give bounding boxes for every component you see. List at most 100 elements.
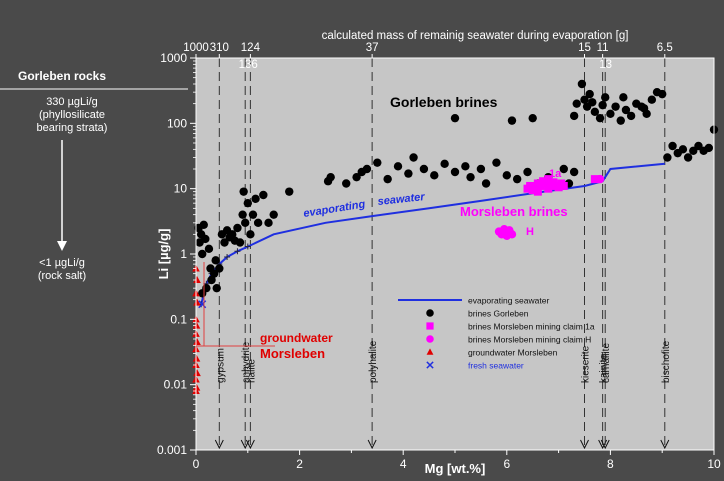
point-brines-gorleben-50 xyxy=(461,162,470,171)
top-tick-label-11: 11 xyxy=(597,42,609,54)
sidebar-line-5: (rock salt) xyxy=(38,270,86,282)
y-tick-label-1: 1 xyxy=(180,247,187,261)
point-brines-gorleben-32 xyxy=(264,218,273,228)
x-tick-label-8: 8 xyxy=(607,457,614,471)
label-morsleben-brines: Morsleben brines xyxy=(460,204,568,219)
mineral-label-anhydrite: anhydrite xyxy=(241,341,252,383)
sidebar-line-2: (phyllosilicate xyxy=(39,109,105,121)
point-brines-gorleben-89 xyxy=(639,104,649,113)
point-brines-gorleben-37 xyxy=(342,179,351,188)
point-brines-morsleben-mining-claim-1a-16 xyxy=(544,175,553,184)
point-brines-gorleben-98 xyxy=(704,143,714,153)
point-brines-gorleben-87 xyxy=(577,79,587,89)
point-brines-gorleben-71 xyxy=(588,98,597,107)
y-tick-label-0.1: 0.1 xyxy=(170,312,187,326)
y-tick-label-0.001: 0.001 xyxy=(157,443,187,457)
point-brines-morsleben-mining-claim-h-7 xyxy=(500,228,509,238)
point-brines-gorleben-3 xyxy=(198,249,207,259)
sidebar-title: Gorleben rocks xyxy=(18,69,106,83)
point-brines-gorleben-55 xyxy=(502,171,511,180)
point-brines-morsleben-mining-claim-h-8 xyxy=(595,174,605,184)
point-brines-gorleben-30 xyxy=(253,218,263,228)
point-brines-gorleben-49 xyxy=(450,167,460,177)
point-brines-gorleben-54 xyxy=(492,158,501,167)
point-brines-gorleben-75 xyxy=(601,93,610,102)
label-gorleben-brines: Gorleben brines xyxy=(390,94,498,110)
point-brines-gorleben-70 xyxy=(585,89,594,99)
top-tick-label-15: 15 xyxy=(578,42,591,54)
point-brines-gorleben-24 xyxy=(239,187,248,196)
x-tick-label-0: 0 xyxy=(193,457,200,471)
point-brines-gorleben-12 xyxy=(211,256,220,265)
plot-area xyxy=(196,58,714,450)
legend-label-fresh-seawater: fresh seawater xyxy=(468,361,524,371)
point-brines-gorleben-91 xyxy=(668,141,677,151)
legend: evaporating seawater brines Gorleben brine… xyxy=(398,296,595,371)
label-claim-h: H xyxy=(526,226,534,238)
point-brines-gorleben-67 xyxy=(572,99,581,108)
point-brines-morsleben-mining-claim-1a-1 xyxy=(526,181,535,190)
point-brines-gorleben-33 xyxy=(269,210,278,219)
mineral-label-gypsum: gypsum xyxy=(215,348,226,383)
mineral-label-carnallite: carnallite xyxy=(601,343,612,383)
point-brines-gorleben-52 xyxy=(476,164,486,174)
x-tick-label-2: 2 xyxy=(296,457,303,471)
point-brines-gorleben-26 xyxy=(243,198,252,208)
legend-swatch-fresh-seawater xyxy=(426,361,434,369)
mineral-label-polyhalite: polyhalite xyxy=(368,340,379,383)
top-tick-label-37: 37 xyxy=(366,42,379,54)
series-step-mark-5 xyxy=(234,248,241,255)
point-brines-gorleben-74 xyxy=(598,100,607,110)
legend-label-brines-morsleben-mining-claim-1a: brines Morsleben mining claim 1a xyxy=(468,322,595,332)
point-brines-gorleben-86 xyxy=(658,89,667,99)
point-groundwater-morsleben-11 xyxy=(193,369,201,377)
mineral-label-kainite: kainite xyxy=(599,354,610,383)
point-brines-gorleben-11 xyxy=(209,269,219,278)
legend-swatch-brines-morsleben-mining-claim-h xyxy=(426,335,434,343)
x-tick-label-6: 6 xyxy=(503,457,510,471)
mineral-arrow-kieserite xyxy=(580,439,589,450)
point-brines-gorleben-73 xyxy=(595,113,605,123)
point-brines-gorleben-9 xyxy=(207,275,216,285)
point-brines-gorleben-31 xyxy=(259,190,268,200)
x-tick-label-10: 10 xyxy=(707,457,721,471)
legend-label-groundwater-morsleben: groundwater Morsleben xyxy=(468,348,558,358)
series-step-mark-4 xyxy=(224,253,231,260)
point-brines-gorleben-42 xyxy=(383,174,392,184)
point-groundwater-morsleben-7 xyxy=(193,337,201,345)
point-brines-morsleben-mining-claim-1a-14 xyxy=(559,181,568,190)
point-groundwater-morsleben-13 xyxy=(192,383,201,391)
point-groundwater-morsleben-9 xyxy=(192,354,201,362)
point-brines-gorleben-68 xyxy=(580,95,589,104)
point-brines-morsleben-mining-claim-1a-17 xyxy=(590,175,599,184)
label-claim-1a: 1a xyxy=(549,168,562,180)
legend-label-brines-morsleben-mining-claim-h: brines Morsleben mining claim H xyxy=(468,335,591,345)
point-brines-gorleben-77 xyxy=(611,102,620,111)
point-brines-gorleben-7 xyxy=(204,244,214,254)
mineral-arrow-gypsum xyxy=(214,439,224,450)
y-axis-label: Li [µg/g] xyxy=(156,229,171,280)
top-tick-label-124: 124 xyxy=(241,42,261,54)
legend-swatch-brines-morsleben-mining-claim-1a xyxy=(426,322,434,330)
legend-label-evaporating-seawater: evaporating seawater xyxy=(468,296,549,306)
sidebar-arrow-head-icon xyxy=(57,241,67,251)
series-step-mark-6 xyxy=(244,243,251,250)
point-brines-gorleben-34 xyxy=(285,187,294,196)
mineral-label-bischofite: bischofite xyxy=(661,340,672,383)
point-brines-gorleben-76 xyxy=(606,109,615,118)
point-brines-gorleben-47 xyxy=(430,171,439,180)
point-brines-gorleben-40 xyxy=(362,164,372,174)
sidebar-line-4: <1 µgLi/g xyxy=(39,257,85,269)
point-brines-gorleben-65 xyxy=(528,113,537,123)
mineral-label-halite: halite xyxy=(246,359,257,383)
x-tick-label-4: 4 xyxy=(400,457,407,471)
point-brines-gorleben-60 xyxy=(559,164,568,174)
point-brines-gorleben-13 xyxy=(212,283,221,293)
point-brines-gorleben-25 xyxy=(241,218,250,228)
point-brines-gorleben-57 xyxy=(523,167,532,177)
point-brines-gorleben-80 xyxy=(626,111,636,121)
point-brines-gorleben-14 xyxy=(215,264,224,273)
point-brines-gorleben-63 xyxy=(450,113,460,123)
point-brines-gorleben-66 xyxy=(569,111,579,121)
point-brines-gorleben-21 xyxy=(233,223,242,233)
